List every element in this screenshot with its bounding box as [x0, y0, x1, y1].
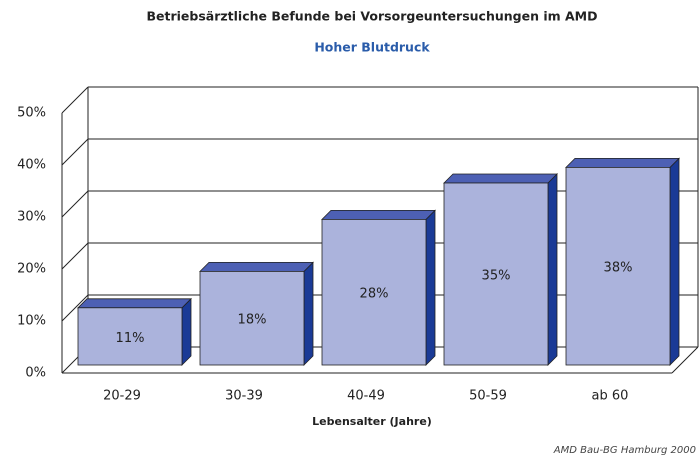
x-tick-label: 40-49 — [347, 389, 385, 404]
bar — [443, 182, 549, 366]
bar-side — [425, 209, 436, 366]
bar-side — [303, 261, 314, 366]
chart-subtitle: Hoher Blutdruck — [314, 40, 430, 55]
bar-top — [443, 173, 558, 184]
x-tick-label: ab 60 — [592, 389, 629, 404]
y-tick-label: 40% — [17, 158, 46, 173]
grid-diagonal — [61, 86, 89, 114]
bar — [321, 218, 427, 366]
bar — [565, 166, 671, 366]
bar-top — [565, 157, 680, 168]
bar-top — [321, 209, 436, 220]
grid-diagonal — [61, 294, 89, 322]
bar-value-label: 18% — [238, 313, 267, 328]
x-axis-label: Lebensalter (Jahre) — [312, 415, 432, 428]
y-tick-label: 0% — [25, 366, 46, 381]
grid-diagonal — [61, 138, 89, 166]
x-tick-label: 50-59 — [469, 389, 507, 404]
y-tick-label: 10% — [17, 314, 46, 329]
y-tick-label: 50% — [17, 106, 46, 121]
bar-side — [669, 157, 680, 366]
bar-value-label: 28% — [360, 287, 389, 302]
bar-value-label: 38% — [604, 261, 633, 276]
bar-value-label: 11% — [116, 331, 145, 346]
chart-title: Betriebsärztliche Befunde bei Vorsorgeun… — [147, 9, 598, 24]
y-tick-label: 30% — [17, 210, 46, 225]
x-tick-label: 20-29 — [103, 389, 141, 404]
y-tick-label: 20% — [17, 262, 46, 277]
bar-side — [547, 173, 558, 366]
bar-value-label: 35% — [482, 269, 511, 284]
bar-side — [181, 297, 192, 366]
grid-diagonal — [61, 242, 89, 270]
bar — [199, 270, 305, 366]
floor-right — [671, 346, 699, 374]
bar-top — [77, 298, 192, 309]
x-tick-label: 30-39 — [225, 389, 263, 404]
bar-top — [199, 261, 314, 272]
source-note: AMD Bau-BG Hamburg 2000 — [553, 445, 696, 456]
grid-diagonal — [61, 190, 89, 218]
bar — [77, 307, 183, 366]
